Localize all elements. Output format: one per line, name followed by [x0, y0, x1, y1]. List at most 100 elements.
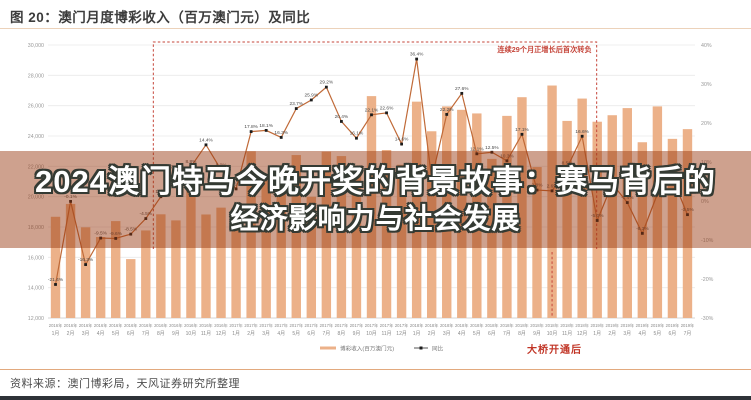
yoy-data-label: 14.4% [199, 137, 213, 143]
yoy-marker [400, 142, 403, 146]
x-tick-year: 2016年 [49, 322, 63, 329]
yoy-marker [324, 85, 328, 89]
yoy-data-label: 4.4% [607, 176, 619, 182]
x-tick-year: 2018年 [440, 322, 454, 329]
yoy-data-label: 25.9% [305, 92, 319, 98]
yoy-data-label: 12.5% [485, 145, 499, 151]
yoy-data-label: 36.4% [410, 52, 424, 58]
yoy-marker [99, 236, 103, 240]
yoy-marker [580, 134, 584, 138]
x-tick-year: 2017年 [350, 322, 364, 329]
yoy-marker [595, 219, 599, 222]
x-tick-month: 2月 [247, 331, 255, 337]
x-tick-month: 5月 [112, 331, 120, 337]
x-tick-year: 2016年 [124, 322, 138, 329]
yoy-marker [219, 168, 223, 172]
yoy-data-label: 16.6% [575, 129, 589, 135]
x-tick-month: 7月 [142, 331, 150, 337]
left-axis-tick-label: 26,000 [28, 104, 44, 110]
right-axis-tick-label: -10% [701, 238, 714, 244]
yoy-marker [505, 159, 509, 163]
revenue-bar [487, 158, 497, 318]
yoy-marker [249, 130, 253, 133]
yoy-data-label: -8.3% [636, 226, 649, 232]
yoy-data-label: -0.1% [64, 194, 77, 200]
bridge-open-label: 大桥开通后 [527, 343, 582, 356]
x-tick-month: 8月 [518, 331, 526, 337]
left-axis-tick-label: 28,000 [28, 73, 44, 79]
yoy-data-label: 8.5% [562, 160, 574, 166]
x-tick-year: 2016年 [79, 322, 93, 329]
x-tick-year: 2018年 [515, 322, 529, 329]
x-tick-year: 2016年 [214, 322, 228, 329]
revenue-bar [411, 101, 422, 319]
yoy-marker [655, 192, 659, 196]
revenue-bar [457, 109, 467, 319]
revenue-bar [141, 230, 151, 318]
x-tick-year: 2017年 [305, 322, 319, 329]
yoy-data-label: 17.8% [244, 124, 258, 130]
yoy-data-label: 27.6% [455, 86, 469, 92]
x-tick-month: 1月 [413, 331, 421, 337]
x-tick-year: 2016年 [64, 322, 78, 329]
revenue-bar [652, 106, 663, 318]
yoy-marker [84, 263, 88, 266]
left-axis-tick-label: 24,000 [28, 134, 44, 140]
yoy-marker [686, 213, 689, 217]
revenue-bar [291, 155, 301, 318]
figure-title: 图 20：澳门月度博彩收入（百万澳门元）及同比 [10, 10, 311, 25]
streak-annotation-box [152, 41, 598, 249]
x-tick-year: 2016年 [169, 322, 183, 329]
right-axis-tick-label: -20% [701, 277, 714, 283]
yoy-marker [610, 182, 614, 186]
x-tick-month: 4月 [458, 331, 466, 337]
x-tick-month: 12月 [396, 331, 407, 337]
x-tick-year: 2018年 [560, 322, 574, 329]
yoy-data-label: 8.0% [216, 162, 228, 168]
yoy-data-label: 20.4% [335, 114, 349, 120]
banner-headline-line2: 经济影响力与社会发展 [230, 203, 521, 235]
revenue-bar [637, 142, 648, 318]
x-tick-year: 2019年 [621, 322, 635, 329]
yoy-data-label: -16.3% [78, 257, 94, 263]
revenue-bar [562, 120, 572, 318]
revenue-bar [547, 85, 557, 318]
yoy-marker [144, 217, 148, 220]
footer-separator [0, 369, 751, 370]
yoy-data-label: -21.4% [48, 277, 64, 283]
x-tick-year: 2018年 [530, 322, 544, 329]
yoy-marker [355, 136, 358, 140]
x-tick-month: 1月 [52, 331, 60, 337]
yoy-data-label: 29.2% [320, 80, 334, 86]
yoy-data-label: 16.1% [350, 131, 364, 137]
revenue-bar [607, 115, 617, 318]
yoy-marker [294, 107, 298, 110]
x-tick-month: 12月 [216, 331, 227, 337]
revenue-bar [442, 106, 452, 318]
x-tick-month: 5月 [653, 331, 661, 337]
yoy-data-label: 1.1% [155, 189, 167, 195]
yoy-marker [415, 57, 419, 61]
yoy-marker [234, 187, 238, 191]
x-tick-month: 4月 [638, 331, 646, 337]
yoy-data-label: 22.6% [380, 105, 394, 111]
revenue-bar [667, 138, 678, 318]
x-tick-year: 2017年 [290, 322, 304, 329]
x-tick-month: 3月 [262, 331, 270, 337]
revenue-bar [502, 115, 512, 318]
yoy-marker [385, 111, 388, 115]
revenue-bar [201, 214, 211, 318]
revenue-bar [80, 227, 91, 318]
x-tick-month: 3月 [443, 331, 451, 337]
x-tick-year: 2017年 [395, 322, 409, 329]
legend-bar-label: 博彩收入(百万澳门元) [340, 345, 394, 353]
x-tick-month: 7月 [503, 331, 511, 337]
revenue-bar [682, 129, 693, 318]
x-tick-year: 2017年 [244, 322, 258, 329]
revenue-bar [532, 167, 542, 318]
yoy-data-label: 5.9% [667, 170, 679, 176]
bottom-border-bar [0, 396, 751, 400]
right-axis-tick-label: 30% [701, 82, 712, 88]
revenue-bar [577, 98, 587, 318]
